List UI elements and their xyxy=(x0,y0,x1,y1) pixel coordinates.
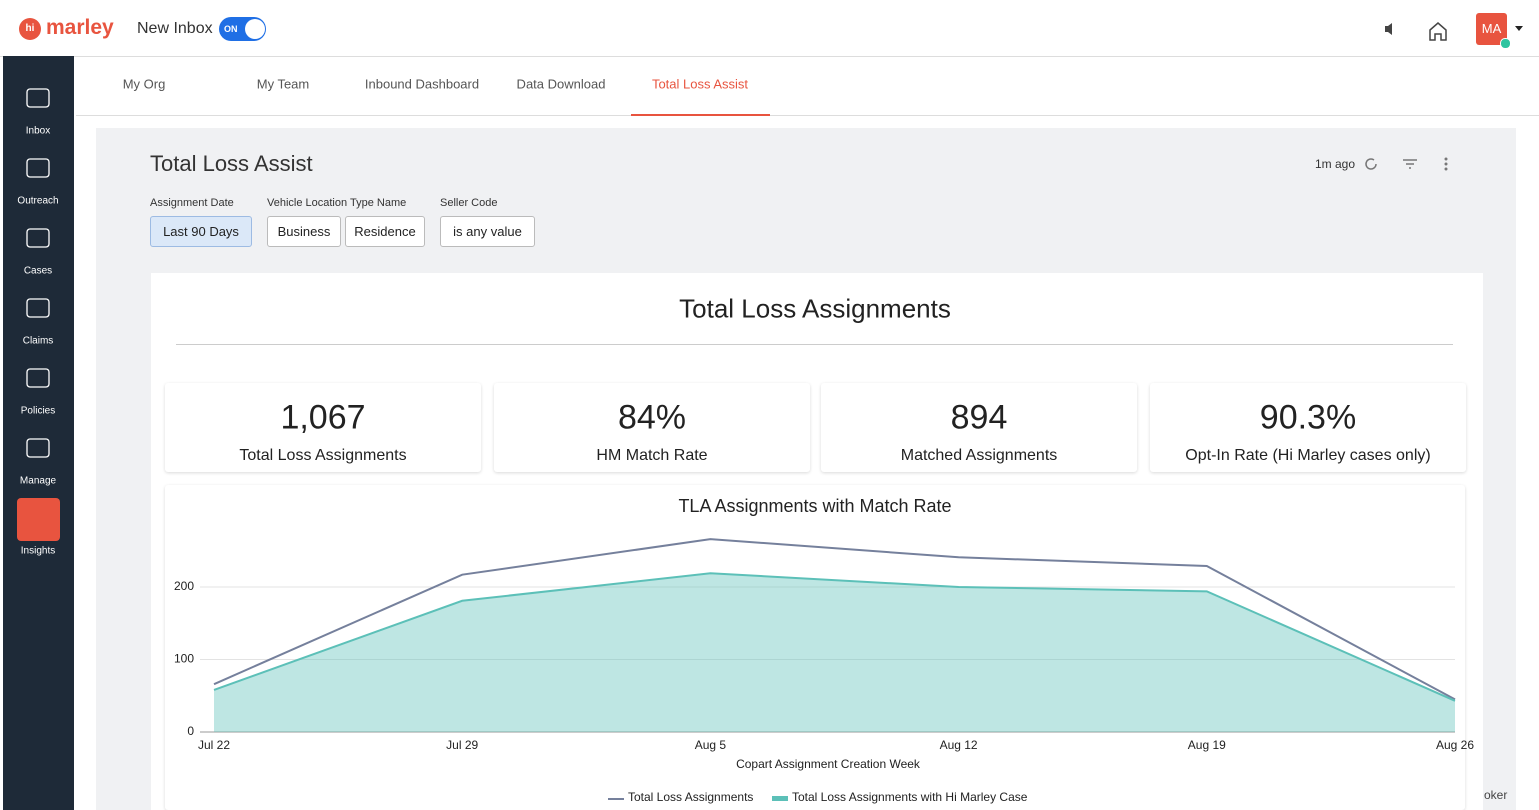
filter-label: Seller Code xyxy=(440,197,498,209)
logo-badge: hi xyxy=(19,18,41,40)
line xyxy=(213,538,1456,701)
filter-button[interactable]: Last 90 Days xyxy=(150,216,252,247)
nav-label[interactable]: Manage xyxy=(19,475,57,487)
menu-icon[interactable] xyxy=(1444,157,1448,161)
chart-card xyxy=(165,485,1465,810)
logo[interactable]: marley xyxy=(46,16,114,39)
toggle-text: ON xyxy=(224,24,238,34)
x-tick-label: Jul 22 xyxy=(198,738,230,752)
filter-button[interactable]: Business xyxy=(267,216,341,247)
y-tick-label: 200 xyxy=(174,579,194,593)
x-axis-label: Copart Assignment Creation Week xyxy=(736,757,921,771)
dashboard-icons xyxy=(1365,157,1448,171)
kpi-value: 1,067 xyxy=(280,398,366,437)
updated-time: 1m ago xyxy=(1315,157,1356,171)
home-icon[interactable] xyxy=(1429,22,1447,41)
section-title: Total Loss Assignments xyxy=(679,293,951,324)
sidebar-icons xyxy=(26,88,50,528)
legend-marker xyxy=(772,796,788,801)
line xyxy=(213,572,1456,702)
sidebar xyxy=(3,56,74,810)
nav-icon xyxy=(26,158,50,178)
nav-label[interactable]: Outreach xyxy=(17,195,59,207)
tab-underline xyxy=(631,114,770,116)
y-tick-label: 100 xyxy=(174,652,194,666)
area xyxy=(214,573,1455,732)
kpi-label: Opt-In Rate (Hi Marley cases only) xyxy=(1185,447,1431,464)
kpi-card xyxy=(165,383,481,472)
tab[interactable]: Total Loss Assist xyxy=(651,76,749,92)
tab[interactable]: Data Download xyxy=(516,76,606,92)
nav-icon xyxy=(26,228,50,248)
y-tick-label: 0 xyxy=(187,724,194,738)
filter-icon[interactable] xyxy=(1403,159,1417,169)
footer-text: oker xyxy=(1484,788,1508,802)
nav-icon xyxy=(26,438,50,458)
tab-bar xyxy=(76,57,1539,116)
x-tick-label: Aug 12 xyxy=(940,738,978,752)
legend-label: Total Loss Assignments xyxy=(628,790,753,804)
active-nav xyxy=(17,498,60,541)
nav-icon xyxy=(26,368,50,388)
status-dot xyxy=(1500,38,1511,49)
kpi-card xyxy=(494,383,810,472)
nav-label[interactable]: Inbox xyxy=(25,125,51,137)
kpi-label: HM Match Rate xyxy=(596,447,708,464)
caret-icon[interactable] xyxy=(1515,26,1523,31)
kpi-label: Matched Assignments xyxy=(900,447,1058,464)
legend-label: Total Loss Assignments with Hi Marley Ca… xyxy=(792,790,1028,804)
kpi-label: Total Loss Assignments xyxy=(239,447,407,464)
divider xyxy=(176,344,1453,345)
x-tick-label: Aug 26 xyxy=(1436,738,1474,752)
nav-icon xyxy=(26,88,50,108)
x-tick-label: Aug 19 xyxy=(1188,738,1226,752)
filter-button[interactable]: is any value xyxy=(440,216,535,247)
nav-label[interactable]: Insights xyxy=(20,545,56,557)
kpi-value: 84% xyxy=(617,398,687,437)
nav-label[interactable]: Claims xyxy=(22,335,54,347)
chart-title: TLA Assignments with Match Rate xyxy=(678,496,951,516)
filter-button[interactable]: Residence xyxy=(345,216,425,247)
header-icons xyxy=(1385,22,1523,41)
nav-label[interactable]: Cases xyxy=(23,265,53,277)
tab[interactable]: Inbound Dashboard xyxy=(364,76,480,92)
kpi-value: 90.3% xyxy=(1259,398,1357,437)
filter-label: Assignment Date xyxy=(150,197,234,209)
kpi-card xyxy=(1150,383,1466,472)
nav-label[interactable]: Policies xyxy=(20,405,56,417)
filter-label: Vehicle Location Type Name xyxy=(267,197,407,209)
kpi-value: 894 xyxy=(950,398,1008,437)
dashboard-title: Total Loss Assist xyxy=(150,151,313,176)
tab[interactable]: My Org xyxy=(122,76,166,92)
x-tick-label: Jul 29 xyxy=(446,738,478,752)
x-tick-label: Aug 5 xyxy=(695,738,727,752)
legend-marker xyxy=(608,798,624,800)
refresh-icon[interactable] xyxy=(1365,158,1377,170)
menu-icon[interactable] xyxy=(1444,167,1448,171)
tab[interactable]: My Team xyxy=(256,76,310,92)
menu-icon[interactable] xyxy=(1444,162,1448,166)
toggle-knob xyxy=(245,19,265,39)
inbox-label: New Inbox xyxy=(137,20,213,37)
kpi-card xyxy=(821,383,1137,472)
speaker-icon[interactable] xyxy=(1385,23,1392,35)
nav-icon xyxy=(26,298,50,318)
